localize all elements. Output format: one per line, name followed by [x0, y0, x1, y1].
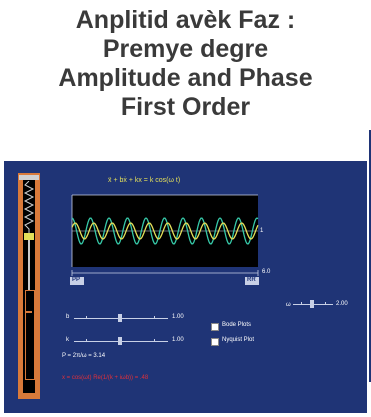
response-trace: [71, 222, 259, 240]
slider-k-tick: [86, 339, 87, 342]
slider-k-tick: [154, 339, 155, 342]
damper-cylinder: [25, 290, 35, 380]
title-line-3: Amplitude and Phase: [58, 64, 313, 92]
title-line-2: Premye degre: [102, 35, 269, 63]
slider-omega-tick: [325, 302, 326, 305]
status-readout: x = cos(ωt) Re(1/(k + iωb)) = .48: [62, 375, 149, 381]
slider-omega-value: 2.00: [336, 301, 348, 307]
slider-b-label: b: [66, 314, 70, 320]
damper-rod: [28, 240, 30, 290]
input-trace: [71, 217, 259, 245]
nyquist-plot-box[interactable]: [211, 338, 219, 346]
mass-block[interactable]: [24, 233, 34, 240]
slider-k-thumb[interactable]: [118, 337, 122, 345]
slider-omega-tick: [301, 302, 302, 305]
slider-b-tick: [86, 316, 87, 319]
slider-b-value: 1.00: [172, 314, 184, 320]
axis-end-label: 6.0: [262, 269, 271, 275]
slider-omega-thumb[interactable]: [310, 300, 314, 308]
damper-piston: [26, 311, 32, 313]
axis-left-button[interactable]: PP: [70, 277, 84, 285]
title-line-4: First Order: [120, 93, 251, 121]
plot-right-marker: 1: [260, 228, 264, 234]
axis-right-button[interactable]: RR: [245, 277, 259, 285]
bode-plots-label: Bode Plots: [222, 322, 252, 328]
bode-plots-box[interactable]: [211, 323, 219, 331]
slider-b-tick: [154, 316, 155, 319]
slider-omega-label: ω: [286, 302, 291, 308]
equation-label: ẍ + bẋ + kx = k cos(ω t): [108, 177, 181, 184]
nyquist-plot-label: Nyquist Plot: [222, 337, 255, 343]
slide-title: Anplitid avèk Faz : Premye degre Amplitu…: [0, 6, 371, 122]
spring-top-cap: [19, 175, 39, 180]
slide-right-border: [369, 130, 371, 382]
title-line-1: Anplitid avèk Faz :: [75, 6, 296, 34]
slider-k-label: k: [66, 337, 69, 343]
period-readout: P = 2π/ω = 3.14: [62, 353, 106, 359]
response-plot: [71, 194, 259, 276]
slider-k-value: 1.00: [172, 337, 184, 343]
slider-b-thumb[interactable]: [118, 314, 122, 322]
spring-icon: [23, 181, 35, 233]
simulation-panel: ẍ + bẋ + kx = k cos(ω t) 1 6.0 PP RR b…: [4, 161, 367, 413]
